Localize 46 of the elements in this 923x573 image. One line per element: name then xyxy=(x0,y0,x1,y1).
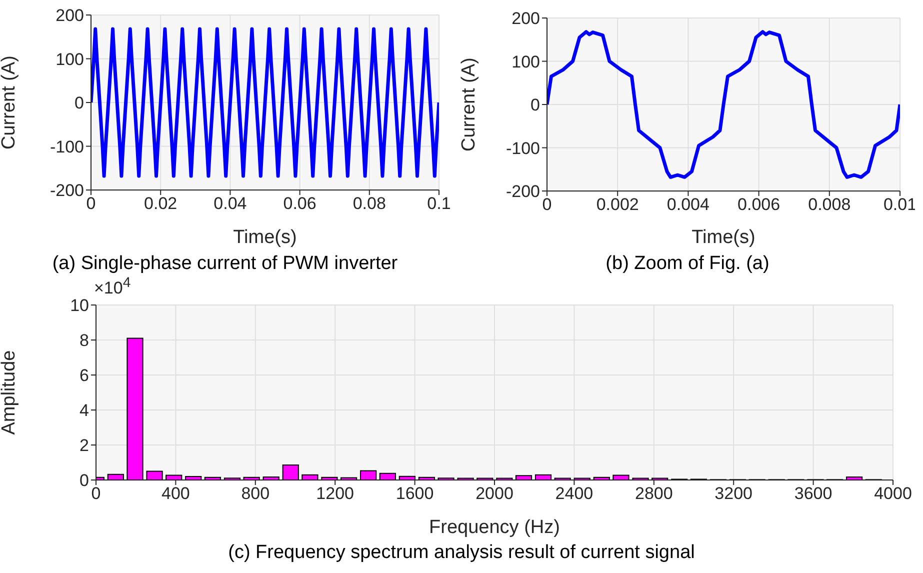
x-tick-label: 400 xyxy=(162,484,190,504)
x-tick-label: 1200 xyxy=(316,484,354,504)
y-tick-label: 2 xyxy=(80,436,89,456)
x-tick-label: 0.02 xyxy=(144,194,178,214)
x-tick-label: 2400 xyxy=(555,484,594,504)
y-axis-title: Current (A) xyxy=(0,56,20,150)
y-tick-label: 100 xyxy=(512,52,540,72)
x-tick-label: 2000 xyxy=(476,484,514,504)
y-tick-label: 200 xyxy=(512,9,540,28)
x-tick-label: 3200 xyxy=(714,484,753,504)
y-tick-label: 100 xyxy=(56,50,84,69)
x-tick-label: 800 xyxy=(241,484,270,504)
y-tick-label: 6 xyxy=(80,366,89,386)
y-tick-label: -100 xyxy=(50,137,84,156)
y-tick-label: 0 xyxy=(530,96,540,115)
y-tick-label: -200 xyxy=(50,181,84,200)
x-tick-label: 4000 xyxy=(874,484,912,504)
y-tick-label: 10 xyxy=(70,296,89,316)
text: ×10$^{4}$ xyxy=(94,275,131,299)
x-axis-title: Time(s) xyxy=(233,227,297,248)
y-tick-label: 4 xyxy=(80,401,89,420)
x-tick-label: 0.006 xyxy=(738,195,780,214)
x-tick-label: 0.08 xyxy=(352,194,386,214)
x-tick-label: 0.04 xyxy=(214,194,247,214)
y-axis-title: Amplitude xyxy=(0,350,20,435)
y-tick-label: 0 xyxy=(80,471,89,490)
y-axis-title: Current (A) xyxy=(458,58,480,152)
y-tick-label: -100 xyxy=(506,138,540,158)
y-tick-label: -200 xyxy=(506,182,540,202)
text: (a) Single-phase current of PWM inverter xyxy=(51,253,399,275)
x-tick-label: 3600 xyxy=(794,484,832,504)
x-tick-label: 0.004 xyxy=(666,195,710,214)
x-axis-title: Time(s) xyxy=(692,227,756,248)
text: (b) Zoom of Fig. (a) xyxy=(604,253,770,275)
x-tick-label: 0.1 xyxy=(427,194,451,214)
x-tick-label: 0 xyxy=(542,195,552,214)
x-tick-label: 0.008 xyxy=(808,195,851,214)
x-tick-label: 0.06 xyxy=(283,194,316,214)
y-tick-label: 200 xyxy=(56,6,84,26)
y-tick-label: 8 xyxy=(80,331,89,350)
x-tick-label: 0.002 xyxy=(596,195,639,214)
x-axis-title: Frequency (Hz) xyxy=(429,517,560,538)
x-tick-label: 1600 xyxy=(396,484,434,504)
x-tick-label: 2800 xyxy=(634,484,673,504)
y-tick-label: 0 xyxy=(74,94,84,113)
text: (c) Frequency spectrum analysis result of current signal xyxy=(227,542,696,564)
